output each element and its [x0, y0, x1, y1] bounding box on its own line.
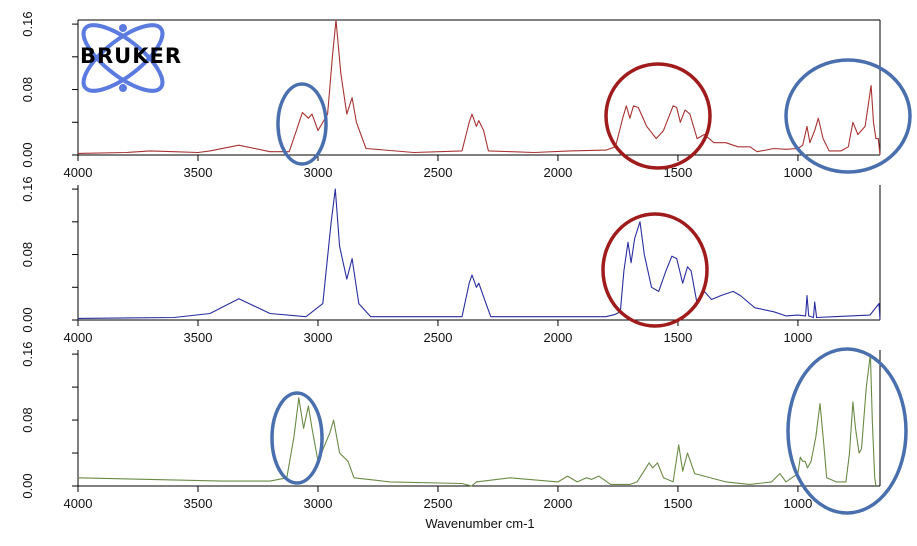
spectrum-panel-3: 0.00 0.08 0.16 4000 3500 3000 2500 2000 1500 1000 [20, 341, 881, 511]
spectrum-panel-2: 0.00 0.08 0.16 4000 3500 3000 2500 2000 1500 1000 [20, 176, 881, 345]
x-tick-label: 2000 [543, 165, 572, 180]
y-tick-label: 0.16 [20, 11, 35, 36]
x-axis-label: Wavenumber cm-1 [425, 516, 534, 531]
x-tick-label: 3000 [304, 165, 333, 180]
spectrum-line-2 [77, 188, 881, 321]
annotation-circle-aromatic-ch-bottom [270, 391, 324, 485]
y-tick-label: 0.00 [20, 142, 35, 167]
x-tick-label: 2000 [543, 330, 572, 345]
annotation-circle-fingerprint-bottom [786, 347, 908, 515]
x-tick-label: 2000 [543, 496, 572, 511]
y-tick-label: 0.16 [20, 176, 35, 201]
annotation-circle-fingerprint-top [784, 58, 912, 174]
x-tick-label: 4000 [64, 330, 93, 345]
x-tick-label: 2500 [424, 496, 453, 511]
x-tick-label: 2500 [424, 330, 453, 345]
annotation-circle-aromatic-ch-top [276, 82, 328, 166]
x-tick-label: 3000 [304, 496, 333, 511]
y-tick-label: 0.00 [20, 473, 35, 498]
spectrum-panel-1: 0.00 0.08 0.16 4000 3500 3000 2500 2000 1500 1000 [20, 11, 881, 180]
x-tick-label: 3500 [184, 330, 213, 345]
annotation-circles [270, 58, 912, 515]
x-tick-label: 1500 [663, 496, 692, 511]
spectrum-line-3 [77, 353, 877, 487]
x-tick-label: 3500 [184, 165, 213, 180]
spectrum-line-1 [77, 19, 881, 156]
annotation-circle-carbonyl-middle [601, 212, 709, 328]
x-tick-label: 1500 [663, 165, 692, 180]
bruker-logo-text: BRUKER [80, 44, 183, 68]
y-tick-label: 0.08 [20, 77, 35, 102]
x-tick-label: 1500 [663, 330, 692, 345]
x-tick-label: 1000 [783, 165, 812, 180]
x-tick-label: 4000 [64, 496, 93, 511]
x-tick-label: 1000 [783, 496, 812, 511]
y-tick-label: 0.08 [20, 242, 35, 267]
y-tick-label: 0.08 [20, 407, 35, 432]
y-tick-label: 0.16 [20, 341, 35, 366]
annotation-circle-carbonyl-top [604, 62, 712, 170]
bruker-logo [81, 23, 165, 93]
y-tick-label: 0.00 [20, 307, 35, 332]
x-tick-label: 2500 [424, 165, 453, 180]
x-tick-label: 4000 [64, 165, 93, 180]
x-tick-label: 3000 [304, 330, 333, 345]
x-tick-label: 1000 [783, 330, 812, 345]
x-tick-label: 3500 [184, 496, 213, 511]
